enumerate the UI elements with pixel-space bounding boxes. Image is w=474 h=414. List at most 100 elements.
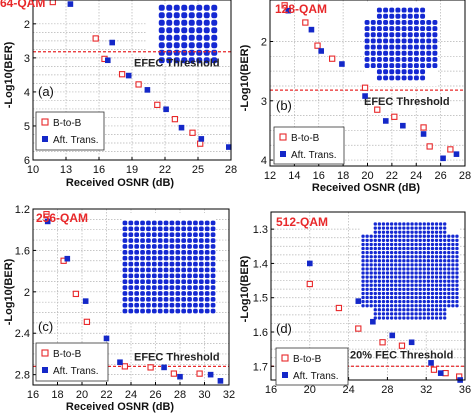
constellation-point xyxy=(373,299,377,304)
constellation-point xyxy=(410,222,414,226)
constellation-point xyxy=(187,285,192,290)
constellation-point xyxy=(394,242,398,247)
data-point-b2b xyxy=(121,363,129,370)
constellation-point xyxy=(418,304,422,308)
constellation-point xyxy=(438,316,443,320)
constellation-point xyxy=(422,238,426,243)
constellation-point xyxy=(169,249,175,255)
constellation-point xyxy=(369,275,373,279)
constellation-point xyxy=(134,267,140,273)
constellation-point xyxy=(383,63,389,69)
constellation-point xyxy=(413,69,419,75)
constellation-point xyxy=(394,308,398,312)
constellation-point xyxy=(377,316,382,320)
constellation-point xyxy=(443,234,447,238)
constellation-point xyxy=(381,222,386,226)
constellation-point xyxy=(381,279,386,283)
constellation-point xyxy=(418,238,422,243)
constellation-point xyxy=(128,267,134,273)
constellation-point xyxy=(394,283,398,287)
constellation-point xyxy=(420,38,426,44)
constellation-point xyxy=(398,230,402,234)
constellation-point xyxy=(377,230,382,234)
constellation-point xyxy=(187,255,192,261)
data-point-aft xyxy=(382,118,389,124)
constellation-point xyxy=(407,38,413,44)
constellation-point xyxy=(151,238,157,243)
constellation-point xyxy=(420,63,426,69)
data-point-aft xyxy=(307,260,313,267)
constellation-point xyxy=(193,302,198,308)
constellation-point xyxy=(204,226,210,232)
constellation-point xyxy=(128,291,134,296)
constellation-point xyxy=(385,259,390,263)
constellation-point xyxy=(455,271,459,275)
constellation-point xyxy=(365,279,369,283)
y-tick-label: 4 xyxy=(261,155,267,167)
constellation-point xyxy=(451,255,455,259)
constellation-point xyxy=(406,287,410,292)
constellation-point xyxy=(166,57,173,64)
constellation-point xyxy=(455,299,459,304)
constellation-point xyxy=(426,250,431,255)
x-tick-label: 19 xyxy=(126,164,138,176)
constellation-point xyxy=(426,316,431,320)
constellation-point xyxy=(198,238,204,243)
constellation-point xyxy=(364,56,370,62)
constellation-point xyxy=(398,255,402,259)
constellation-point xyxy=(373,242,377,247)
constellation-point xyxy=(389,304,394,308)
constellation-point xyxy=(377,242,382,247)
constellation-point xyxy=(364,26,370,32)
constellation-point xyxy=(406,275,410,279)
constellation-point xyxy=(187,296,192,302)
constellation-point xyxy=(373,238,377,243)
constellation-point xyxy=(426,291,431,296)
constellation-point xyxy=(373,283,377,287)
data-point-b2b xyxy=(135,81,142,88)
constellation-point xyxy=(175,273,181,279)
constellation-point xyxy=(187,261,192,267)
constellation-point xyxy=(163,261,169,267)
constellation-point xyxy=(193,279,198,285)
constellation-point xyxy=(169,238,175,243)
constellation-point xyxy=(447,259,451,263)
constellation-point xyxy=(389,32,395,38)
constellation-point xyxy=(193,291,198,296)
data-point-b2b xyxy=(398,342,406,349)
constellation-point xyxy=(438,279,443,283)
constellation-point xyxy=(381,275,386,279)
constellation-point xyxy=(166,34,173,41)
constellation-point xyxy=(188,57,195,64)
constellation-point xyxy=(410,316,414,320)
constellation-point xyxy=(157,267,163,273)
x-tick-label: 30 xyxy=(198,389,210,401)
y-tick-label: 1.4 xyxy=(253,258,268,270)
constellation-point xyxy=(198,285,204,290)
data-point-aft xyxy=(408,339,415,346)
constellation-point xyxy=(434,299,439,304)
data-point-b2b xyxy=(196,370,203,377)
constellation-point xyxy=(169,226,175,232)
constellation-point xyxy=(430,295,435,300)
constellation-point xyxy=(414,267,418,271)
constellation-point xyxy=(181,244,187,249)
constellation-point xyxy=(377,275,382,279)
constellation-point xyxy=(196,42,203,49)
constellation-point xyxy=(402,250,406,255)
constellation-point xyxy=(426,304,431,308)
constellation-point xyxy=(128,220,134,226)
y-tick-label: 3 xyxy=(24,53,30,65)
constellation-point xyxy=(361,287,365,292)
constellation-point xyxy=(389,56,395,62)
constellation-point xyxy=(210,308,216,314)
constellation-point xyxy=(410,267,414,271)
y-tick-label: 1.2 xyxy=(15,204,30,216)
constellation-point xyxy=(373,222,377,226)
constellation-point xyxy=(398,295,402,300)
constellation-point xyxy=(443,275,447,279)
constellation-point xyxy=(401,56,407,62)
constellation-point xyxy=(369,238,373,243)
constellation-point xyxy=(204,249,210,255)
constellation-point xyxy=(434,242,439,247)
